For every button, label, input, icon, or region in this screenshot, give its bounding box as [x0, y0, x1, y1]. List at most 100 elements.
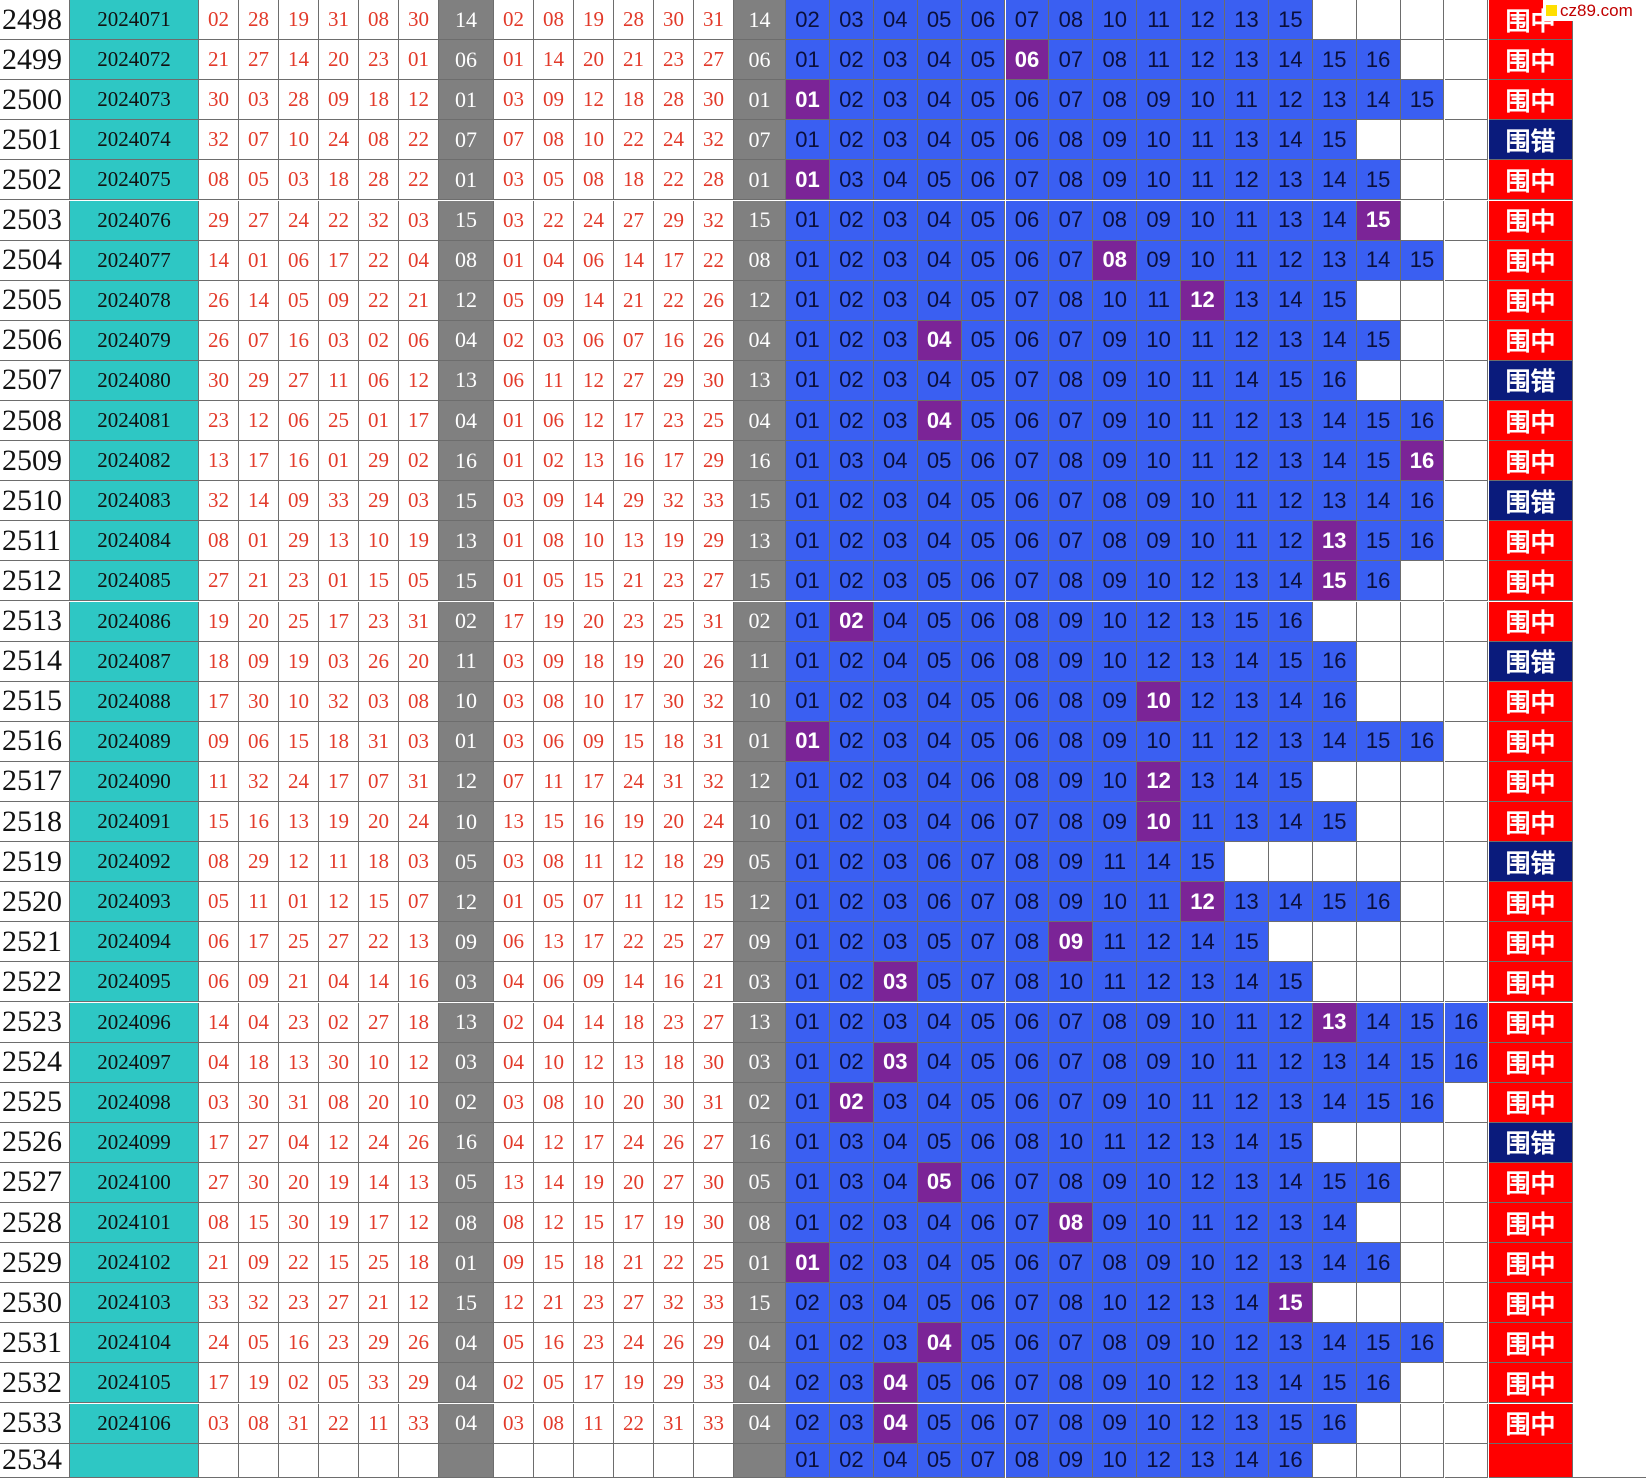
sorted-number: 08	[534, 1403, 574, 1444]
drawn-number: 02	[279, 1363, 319, 1404]
row-number: 2533	[0, 1403, 70, 1444]
candidate-number: 05	[917, 0, 962, 41]
sorted-number: 20	[654, 641, 694, 682]
sorted-number: 31	[694, 1082, 734, 1123]
candidate-number: 09	[1049, 641, 1094, 682]
candidate-hit: 04	[873, 1403, 918, 1444]
sorted-number: 19	[654, 1203, 694, 1244]
sorted-number: 17	[494, 601, 534, 642]
candidate-number: 02	[829, 240, 874, 281]
candidate-number: 16	[1312, 1403, 1357, 1444]
drawn-number: 18	[199, 641, 239, 682]
key-number-repeat: 13	[734, 360, 786, 401]
sorted-number: 18	[614, 80, 654, 121]
key-number: 04	[439, 1323, 494, 1364]
key-number: 03	[439, 1042, 494, 1083]
candidate-number: 08	[1049, 1363, 1094, 1404]
candidate-number: 06	[961, 441, 1006, 482]
key-number-repeat: 15	[734, 561, 786, 602]
drawn-number: 11	[199, 761, 239, 802]
key-number: 04	[439, 320, 494, 361]
sorted-number: 29	[694, 521, 734, 562]
candidate-number: 10	[1049, 1122, 1094, 1163]
drawn-number	[319, 1443, 359, 1478]
candidate-number: 06	[961, 1162, 1006, 1203]
sorted-number: 18	[654, 1042, 694, 1083]
candidate-number: 03	[873, 882, 918, 923]
candidate-number: 05	[961, 721, 1006, 762]
sorted-number: 22	[654, 280, 694, 321]
sorted-number: 26	[694, 320, 734, 361]
drawn-number: 27	[239, 1122, 279, 1163]
candidate-number: 16	[1356, 1243, 1401, 1284]
drawn-number: 29	[239, 360, 279, 401]
sorted-number: 13	[534, 922, 574, 963]
candidate-number: 10	[1137, 441, 1182, 482]
issue-number: 2024095	[70, 962, 199, 1003]
sorted-number: 27	[694, 40, 734, 81]
sorted-number: 24	[654, 120, 694, 161]
sorted-number: 30	[654, 0, 694, 41]
sorted-number: 03	[534, 320, 574, 361]
result-badge: 围错	[1489, 1122, 1573, 1163]
candidate-number: 16	[1400, 401, 1445, 442]
key-number: 11	[439, 641, 494, 682]
sorted-number: 07	[494, 761, 534, 802]
candidate-empty	[1444, 1283, 1489, 1324]
candidate-number: 03	[873, 401, 918, 442]
candidate-number: 10	[1093, 882, 1138, 923]
candidate-number: 06	[961, 641, 1006, 682]
sorted-number: 16	[574, 802, 614, 843]
sorted-number: 14	[534, 40, 574, 81]
candidate-number: 06	[961, 1122, 1006, 1163]
drawn-number: 03	[319, 641, 359, 682]
result-badge: 围中	[1489, 1042, 1573, 1083]
key-number: 12	[439, 280, 494, 321]
drawn-number: 33	[399, 1403, 439, 1444]
key-number: 01	[439, 80, 494, 121]
candidate-number: 16	[1356, 40, 1401, 81]
candidate-number: 04	[873, 160, 918, 201]
candidate-number: 06	[1005, 401, 1050, 442]
row-number: 2503	[0, 200, 70, 241]
candidate-empty	[1444, 521, 1489, 562]
candidate-number: 11	[1093, 922, 1138, 963]
candidate-number: 02	[829, 360, 874, 401]
candidate-number: 01	[786, 441, 830, 482]
drawn-number: 22	[359, 280, 399, 321]
sorted-number: 27	[614, 360, 654, 401]
candidate-number: 06	[961, 601, 1006, 642]
candidate-empty	[1400, 1162, 1445, 1203]
candidate-number: 11	[1225, 240, 1269, 281]
candidate-number: 08	[1049, 1162, 1094, 1203]
row-number: 2527	[0, 1162, 70, 1203]
drawn-number: 01	[359, 401, 399, 442]
sorted-number: 21	[614, 1243, 654, 1284]
candidate-empty	[1268, 842, 1313, 883]
issue-number: 2024075	[70, 160, 199, 201]
candidate-empty	[1444, 1243, 1489, 1284]
drawn-number: 27	[199, 561, 239, 602]
row-number: 2526	[0, 1122, 70, 1163]
drawn-number: 06	[399, 320, 439, 361]
candidate-number: 03	[873, 1203, 918, 1244]
drawn-number: 13	[279, 1042, 319, 1083]
result-badge: 围中	[1489, 761, 1573, 802]
key-number: 13	[439, 1002, 494, 1043]
sorted-number: 05	[534, 160, 574, 201]
sorted-number: 15	[534, 802, 574, 843]
drawn-number: 17	[239, 922, 279, 963]
drawn-number: 07	[359, 761, 399, 802]
candidate-number: 15	[1400, 80, 1445, 121]
key-number-repeat: 14	[734, 0, 786, 41]
candidate-number: 15	[1356, 160, 1401, 201]
candidate-number: 01	[786, 1082, 830, 1123]
issue-number: 2024076	[70, 200, 199, 241]
row-number: 2522	[0, 962, 70, 1003]
candidate-number: 03	[873, 561, 918, 602]
candidate-empty	[1356, 280, 1401, 321]
candidate-empty	[1356, 802, 1401, 843]
issue-number: 2024077	[70, 240, 199, 281]
candidate-number: 03	[829, 1122, 874, 1163]
drawn-number: 31	[279, 1082, 319, 1123]
